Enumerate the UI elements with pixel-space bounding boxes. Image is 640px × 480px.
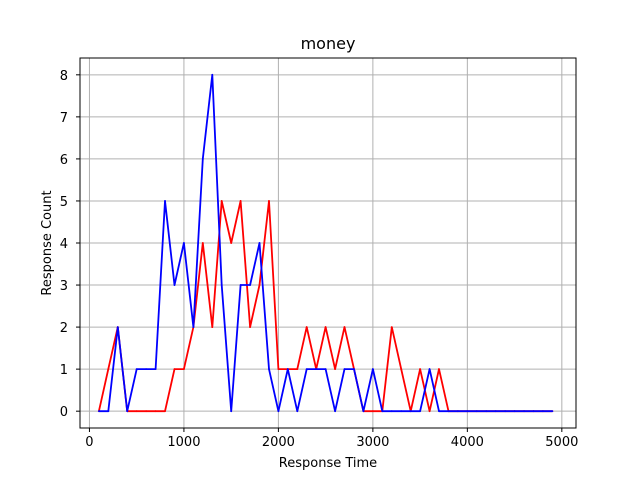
data-point <box>428 368 431 371</box>
data-point <box>268 200 270 202</box>
data-point <box>485 410 488 413</box>
x-tick-label: 3000 <box>356 435 389 450</box>
data-point <box>390 410 393 413</box>
data-point <box>475 410 478 413</box>
data-point <box>532 410 535 413</box>
chart-title: money <box>301 34 356 53</box>
data-point <box>173 368 176 371</box>
data-point <box>428 410 431 413</box>
data-point <box>277 410 280 413</box>
data-point <box>305 368 308 371</box>
data-point <box>154 368 157 371</box>
data-point <box>135 410 138 413</box>
data-point <box>211 326 214 328</box>
data-point <box>277 368 280 371</box>
data-point <box>457 410 459 413</box>
x-axis: 0 1000 2000 3000 4000 5000 <box>85 428 578 450</box>
x-tick-label: 1000 <box>167 435 200 450</box>
data-point <box>249 326 251 328</box>
data-point <box>173 284 176 286</box>
data-point <box>466 410 469 413</box>
x-tick-label: 5000 <box>545 435 578 450</box>
data-point <box>183 368 185 371</box>
data-point <box>258 242 261 244</box>
data-point <box>334 368 336 371</box>
data-point <box>315 368 318 371</box>
data-point <box>164 410 166 413</box>
data-point <box>494 410 497 413</box>
data-point <box>145 368 148 371</box>
data-point <box>116 326 119 328</box>
data-point <box>371 368 374 371</box>
y-tick-label: 2 <box>60 321 68 336</box>
data-point <box>286 368 289 371</box>
data-point <box>97 410 100 413</box>
data-point <box>343 368 346 371</box>
data-point <box>400 368 403 371</box>
data-point <box>419 410 422 413</box>
y-axis: 0 1 2 3 4 5 6 7 8 <box>60 69 80 420</box>
data-point <box>249 284 251 286</box>
series-group <box>97 73 554 413</box>
data-point <box>107 410 110 413</box>
y-tick-label: 5 <box>60 195 68 210</box>
data-point <box>334 410 336 413</box>
data-point <box>438 410 440 413</box>
data-point <box>343 326 346 328</box>
data-point <box>230 410 233 413</box>
data-point <box>296 368 299 371</box>
data-point <box>513 410 516 413</box>
data-point <box>192 326 195 328</box>
data-point <box>268 368 270 371</box>
data-point <box>230 242 233 244</box>
data-point <box>305 326 308 328</box>
y-tick-label: 0 <box>60 405 68 420</box>
y-tick-label: 6 <box>60 153 68 168</box>
data-point <box>220 284 223 286</box>
y-tick-label: 3 <box>60 279 68 294</box>
data-point <box>135 368 138 371</box>
data-point <box>107 368 110 371</box>
data-point <box>324 326 327 328</box>
y-axis-label: Response Count <box>40 190 55 295</box>
data-point <box>239 200 242 202</box>
data-point <box>183 242 185 244</box>
data-point <box>353 368 355 371</box>
data-point <box>542 410 544 413</box>
data-point <box>523 410 525 413</box>
data-point <box>438 368 440 371</box>
data-point <box>220 200 223 202</box>
data-point <box>371 410 374 413</box>
data-point <box>400 410 403 413</box>
x-tick-label: 0 <box>85 435 93 450</box>
data-point <box>296 410 299 413</box>
x-axis-label: Response Time <box>279 456 377 471</box>
data-point <box>126 410 129 413</box>
data-point <box>419 368 422 371</box>
data-point <box>551 410 554 413</box>
data-point <box>381 410 384 413</box>
y-tick-label: 8 <box>60 69 68 84</box>
y-tick-label: 1 <box>60 363 68 378</box>
data-point <box>154 410 157 413</box>
data-point <box>447 410 450 413</box>
data-point <box>504 410 507 413</box>
data-point <box>201 158 204 160</box>
x-tick-label: 4000 <box>451 435 484 450</box>
data-point <box>145 410 148 413</box>
data-point <box>201 242 204 244</box>
data-point <box>362 410 365 413</box>
data-point <box>239 284 242 286</box>
x-tick-label: 2000 <box>262 435 295 450</box>
data-point <box>409 410 412 413</box>
y-tick-label: 7 <box>60 111 68 126</box>
data-point <box>164 200 166 202</box>
y-tick-label: 4 <box>60 237 68 252</box>
data-point <box>211 73 214 76</box>
data-point <box>324 368 327 371</box>
data-point <box>390 326 393 328</box>
data-point <box>258 284 261 286</box>
